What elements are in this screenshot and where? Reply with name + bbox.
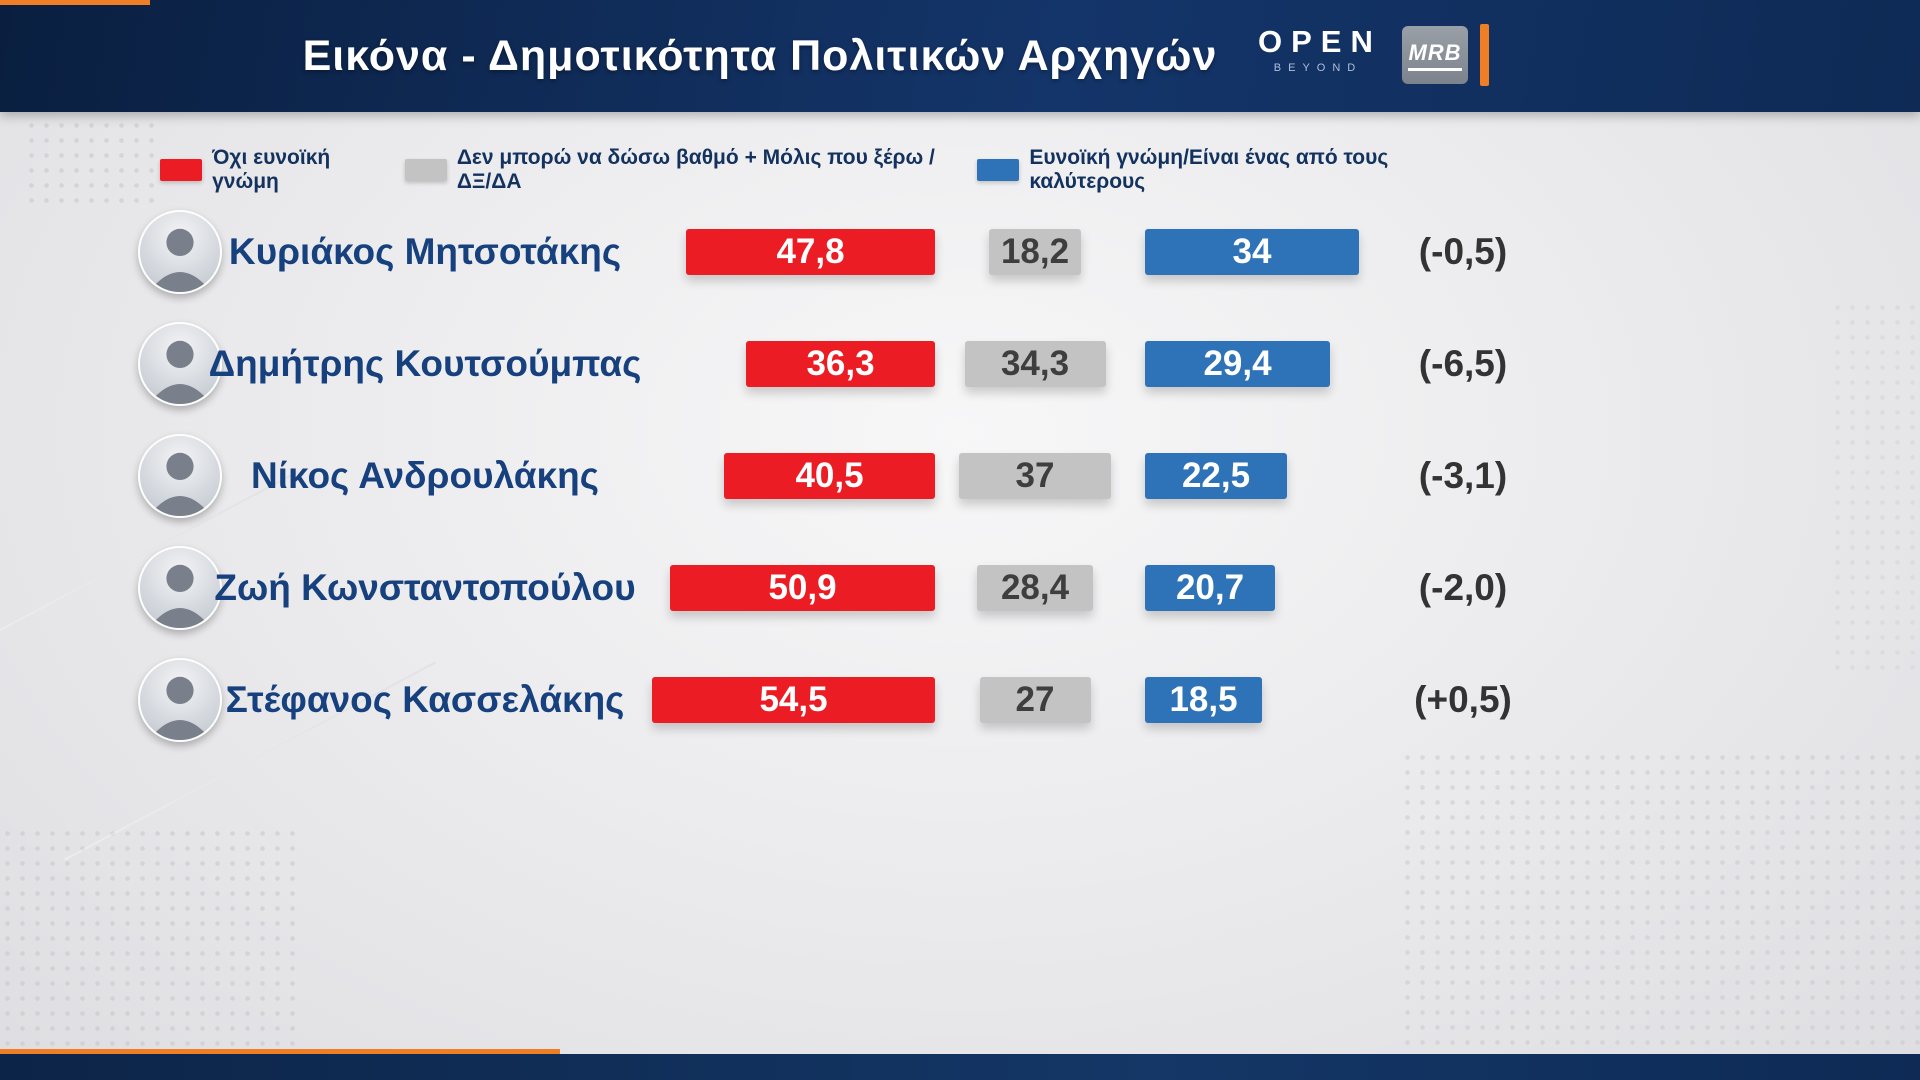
- positive-bar-cell: 22,5: [1145, 453, 1445, 499]
- halftone-pattern: [1400, 750, 1920, 1050]
- mrb-logo: MRB: [1402, 26, 1468, 84]
- avatar: [138, 322, 222, 406]
- neutral-bar: 18,2: [989, 229, 1081, 275]
- neutral-bar: 34,3: [964, 341, 1106, 387]
- open-logo-text: OPEN: [1258, 24, 1382, 59]
- negative-bar: 47,8: [686, 229, 935, 275]
- table-row: Στέφανος Κασσελάκης 54,5 27 18,5 (+0,5): [0, 644, 1920, 756]
- negative-bar: 40,5: [724, 453, 935, 499]
- mrb-logo-text: MRB: [1408, 40, 1462, 71]
- person-silhouette-icon: [152, 564, 208, 628]
- avatar: [138, 658, 222, 742]
- neutral-bar-cell: 18,2: [935, 229, 1135, 275]
- positive-bar: 34: [1145, 229, 1359, 275]
- negative-bar: 36,3: [746, 341, 935, 387]
- negative-bar-cell: 47,8: [560, 229, 935, 275]
- orange-accent-top: [0, 0, 150, 5]
- neutral-bar: 28,4: [977, 565, 1093, 611]
- legend-label: Όχι ευνοϊκή γνώμη: [212, 146, 331, 193]
- change-value: (+0,5): [1414, 679, 1512, 720]
- page-title: Εικόνα - Δημοτικότητα Πολιτικών Αρχηγών: [302, 31, 1218, 80]
- neutral-bar-cell: 37: [935, 453, 1135, 499]
- open-channel-logo: OPEN BEYOND: [1258, 24, 1382, 75]
- legend-item-positive: Ευνοϊκή γνώμη/Είναι ένας από τους καλύτε…: [977, 146, 1470, 194]
- person-silhouette-icon: [152, 676, 208, 740]
- chart-legend: Όχι ευνοϊκή γνώμη Δεν μπορώ να δώσω βαθμ…: [160, 146, 1470, 194]
- positive-bar: 22,5: [1145, 453, 1287, 499]
- negative-bar: 54,5: [652, 677, 935, 723]
- open-logo-subtext: BEYOND: [1273, 62, 1363, 74]
- legend-item-negative: Όχι ευνοϊκή γνώμη: [160, 146, 387, 194]
- header-bar: Εικόνα - Δημοτικότητα Πολιτικών Αρχηγών …: [0, 0, 1920, 112]
- table-row: Δημήτρης Κουτσούμπας 36,3 34,3 29,4 (-6,…: [0, 308, 1920, 420]
- neutral-bar-cell: 27: [935, 677, 1135, 723]
- neutral-bar: 27: [979, 677, 1091, 723]
- negative-bar-cell: 50,9: [560, 565, 935, 611]
- negative-bar-cell: 36,3: [560, 341, 935, 387]
- table-row: Νίκος Ανδρουλάκης 40,5 37 22,5 (-3,1): [0, 420, 1920, 532]
- legend-item-neutral: Δεν μπορώ να δώσω βαθμό + Μόλις που ξέρω…: [404, 146, 960, 194]
- change-value: (-6,5): [1418, 343, 1508, 384]
- table-row: Ζωή Κωνσταντοπούλου 50,9 28,4 20,7 (-2,0…: [0, 532, 1920, 644]
- legend-swatch-blue: [977, 159, 1020, 181]
- avatar: [138, 434, 222, 518]
- chart-rows: Κυριάκος Μητσοτάκης 47,8 18,2 34 (-0,5) …: [0, 196, 1920, 756]
- neutral-bar-cell: 34,3: [935, 341, 1135, 387]
- orange-accent-bar: [1480, 24, 1489, 86]
- leader-name: Κυριάκος Μητσοτάκης: [228, 231, 622, 272]
- positive-bar: 29,4: [1145, 341, 1330, 387]
- person-silhouette-icon: [152, 228, 208, 292]
- halftone-pattern: [0, 826, 300, 1046]
- positive-bar-cell: 34: [1145, 229, 1445, 275]
- positive-bar-cell: 20,7: [1145, 565, 1445, 611]
- legend-swatch-gray: [404, 159, 447, 181]
- change-value: (-0,5): [1418, 231, 1508, 272]
- change-value: (-3,1): [1418, 455, 1508, 496]
- leader-name: Στέφανος Κασσελάκης: [225, 679, 625, 720]
- leader-name: Ζωή Κωνσταντοπούλου: [214, 567, 636, 608]
- legend-label: Δεν μπορώ να δώσω βαθμό + Μόλις που ξέρω…: [456, 146, 935, 193]
- footer-bar: [0, 1054, 1920, 1080]
- avatar: [138, 210, 222, 294]
- neutral-bar-cell: 28,4: [935, 565, 1135, 611]
- negative-bar-cell: 54,5: [560, 677, 935, 723]
- table-row: Κυριάκος Μητσοτάκης 47,8 18,2 34 (-0,5): [0, 196, 1920, 308]
- negative-bar-cell: 40,5: [560, 453, 935, 499]
- person-silhouette-icon: [152, 452, 208, 516]
- positive-bar-cell: 18,5: [1145, 677, 1445, 723]
- leader-name: Νίκος Ανδρουλάκης: [251, 455, 599, 496]
- neutral-bar: 37: [959, 453, 1111, 499]
- legend-swatch-red: [160, 159, 203, 181]
- halftone-pattern: [24, 118, 154, 204]
- leader-name: Δημήτρης Κουτσούμπας: [208, 343, 642, 384]
- positive-bar-cell: 29,4: [1145, 341, 1445, 387]
- orange-accent-bottom: [0, 1049, 560, 1054]
- avatar: [138, 546, 222, 630]
- negative-bar: 50,9: [670, 565, 935, 611]
- person-silhouette-icon: [152, 340, 208, 404]
- positive-bar: 20,7: [1145, 565, 1275, 611]
- positive-bar: 18,5: [1145, 677, 1262, 723]
- change-value: (-2,0): [1418, 567, 1508, 608]
- legend-label: Ευνοϊκή γνώμη/Είναι ένας από τους καλύτε…: [1029, 146, 1389, 193]
